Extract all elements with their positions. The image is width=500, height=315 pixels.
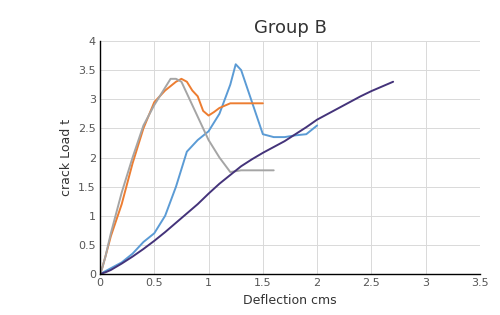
Y-axis label: crack Load t: crack Load t	[60, 119, 72, 196]
Title: Group B: Group B	[254, 19, 326, 37]
X-axis label: Deflection cms: Deflection cms	[243, 294, 337, 307]
Legend: B1, B2, B3, R: B1, B2, B3, R	[0, 103, 2, 165]
